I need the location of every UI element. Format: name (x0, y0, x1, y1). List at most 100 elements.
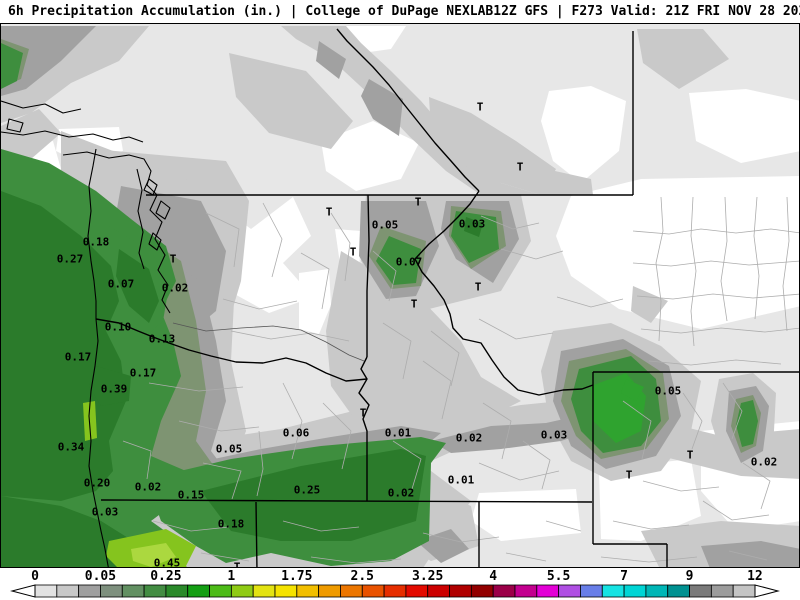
trace-label: T (625, 468, 633, 482)
trace-label: T (410, 297, 418, 311)
colorbar-segment (732, 584, 756, 598)
precip-value-label: 0.02 (134, 480, 162, 494)
colorbar-segment (383, 584, 407, 598)
colorbar-tick-label: 1.75 (281, 569, 313, 584)
trace-label: T (359, 406, 367, 420)
contour-yellow-green (83, 401, 196, 567)
trace-label: T (414, 195, 422, 209)
colorbar-right-arrow (754, 584, 780, 598)
precip-value-label: 0.17 (64, 350, 92, 364)
colorbar-segment (514, 584, 538, 598)
colorbar-segment (601, 584, 625, 598)
trace-label: T (349, 245, 357, 259)
trace-label: T (686, 448, 694, 462)
colorbar-segment (209, 584, 232, 598)
precip-value-label: 0.18 (82, 235, 110, 249)
precip-value-label: 0.39 (100, 382, 128, 396)
precip-value-label: 0.20 (83, 476, 111, 490)
colorbar-segment (34, 584, 58, 598)
colorbar-left-arrow (10, 584, 36, 598)
precip-value-label: 0.05 (215, 442, 243, 456)
precip-value-label: 0.03 (91, 505, 119, 519)
model-valid-time: 12Z GFS | F273 Valid: 21Z FRI NOV 28 202… (493, 4, 800, 19)
colorbar-segment (361, 584, 385, 598)
precip-value-label: 0.17 (129, 366, 157, 380)
precip-value-label: 0.02 (387, 486, 415, 500)
precip-value-label: 0.27 (56, 252, 84, 266)
colorbar-segment (470, 584, 494, 598)
trace-label: T (233, 560, 241, 568)
precip-value-label: 0.05 (371, 218, 399, 232)
precip-value-label: 0.18 (217, 517, 245, 531)
precip-value-label: 0.02 (455, 431, 483, 445)
trace-label: T (516, 160, 524, 174)
precip-value-label: 0.07 (107, 277, 135, 291)
colorbar-tick-label: 4 (489, 569, 498, 584)
colorbar-segment (645, 584, 669, 598)
trace-label: T (474, 280, 482, 294)
colorbar-segment (318, 584, 341, 598)
colorbar-tick-label: 0.25 (150, 569, 182, 584)
colorbar-tick-label: 5.5 (546, 569, 571, 584)
colorbar-segment (100, 584, 123, 598)
colorbar-tick-label: 0 (31, 569, 39, 584)
colorbar-segment (121, 584, 145, 598)
colorbar-segment (165, 584, 189, 598)
colorbar-segment (296, 584, 320, 598)
colorbar-segment (274, 584, 298, 598)
colorbar-segment (710, 584, 734, 598)
colorbar-tick-label: 12 (747, 569, 763, 584)
precip-value-label: 0.01 (447, 473, 475, 487)
precip-value-label: 0.25 (293, 483, 321, 497)
colorbar-tick-label: 0.05 (84, 569, 117, 584)
precip-value-label: 0.03 (458, 217, 486, 231)
colorbar-segment (405, 584, 429, 598)
colorbar-segment (340, 584, 363, 598)
contour-bright-green (591, 373, 646, 443)
colorbar-segment (252, 584, 276, 598)
colorbar-tick-label: 9 (685, 569, 694, 584)
colorbar-segment (667, 584, 690, 598)
title-bar: 6h Precipitation Accumulation (in.) | Co… (0, 0, 800, 23)
color-scale: 0 0.05 0.25 1 1.75 2.5 3.25 4 5.5 7 9 12 (0, 568, 800, 600)
precip-map: 0.18 0.27 T 0.07 0.02 0.10 0.13 0.17 0.17 0.39 0.3… (0, 23, 800, 568)
precip-value-label: 0.03 (540, 428, 568, 442)
colorbar-segment (623, 584, 647, 598)
precip-value-label: 0.07 (395, 255, 423, 269)
trace-label: T (476, 100, 484, 114)
trace-label: T (169, 252, 177, 266)
colorbar-tick-label: 3.25 (412, 569, 444, 584)
colorbar-segment (580, 584, 603, 598)
precip-value-label: 0.15 (177, 488, 205, 502)
colorbar-segment (143, 584, 167, 598)
colorbar-segment (230, 584, 254, 598)
colorbar-segment (536, 584, 560, 598)
trace-label: T (325, 205, 333, 219)
colorbar-segment (492, 584, 516, 598)
precip-value-label: 0.02 (161, 281, 189, 295)
precip-value-label: 0.02 (750, 455, 778, 469)
colorbar-tick-label: 1 (227, 569, 236, 584)
precip-value-label: 0.01 (384, 426, 412, 440)
colorbar-segment (56, 584, 80, 598)
colorbar-segment (449, 584, 472, 598)
county-lines (122, 196, 799, 564)
precip-value-label: 0.06 (282, 426, 310, 440)
colorbar-segment (558, 584, 581, 598)
colorbar-segment (427, 584, 450, 598)
coastline (1, 100, 171, 567)
state-borders (95, 28, 799, 567)
colorbar-tick-label: 7 (620, 569, 628, 584)
colorbar-segment (689, 584, 712, 598)
precip-map-svg (1, 24, 799, 567)
precip-value-label: 0.13 (148, 332, 176, 346)
colorbar (10, 584, 780, 598)
river-lines (172, 322, 365, 362)
precip-value-label: 0.45 (153, 556, 181, 568)
colorbar-segment (78, 584, 101, 598)
precip-value-label: 0.10 (104, 320, 132, 334)
colorbar-segment (187, 584, 210, 598)
precip-value-label: 0.34 (57, 440, 85, 454)
colorbar-tick-label: 2.5 (350, 569, 374, 584)
